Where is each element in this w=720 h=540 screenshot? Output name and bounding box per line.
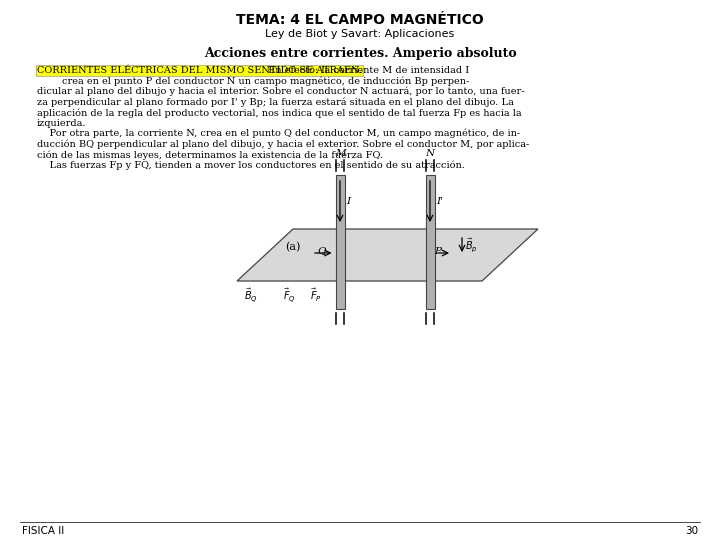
Text: $\vec{F}_Q$: $\vec{F}_Q$	[283, 287, 295, 306]
Text: (a): (a)	[285, 242, 300, 252]
Text: I: I	[346, 197, 350, 206]
Text: En efecto: la corriente M de intensidad I: En efecto: la corriente M de intensidad …	[265, 66, 469, 75]
Text: za perpendicular al plano formado por I' y Bp; la fuerza estará situada en el pl: za perpendicular al plano formado por I'…	[37, 98, 514, 107]
Text: Las fuerzas Fp y FQ, tienden a mover los conductores en el sentido de su atracci: Las fuerzas Fp y FQ, tienden a mover los…	[37, 160, 465, 170]
Text: dicular al plano del dibujo y hacia el interior. Sobre el conductor N actuará, p: dicular al plano del dibujo y hacia el i…	[37, 87, 524, 97]
Text: FISICA II: FISICA II	[22, 526, 64, 536]
Text: $\vec{B}_p$: $\vec{B}_p$	[465, 236, 478, 254]
Text: Por otra parte, la corriente N, crea en el punto Q del conductor M, un campo mag: Por otra parte, la corriente N, crea en …	[37, 129, 520, 138]
Text: $\vec{F}_P$: $\vec{F}_P$	[310, 287, 322, 304]
Text: ducción BQ perpendicular al plano del dibujo, y hacia el exterior. Sobre el cond: ducción BQ perpendicular al plano del di…	[37, 139, 529, 149]
Bar	[336, 175, 344, 309]
Bar	[426, 175, 434, 309]
Text: $\vec{B}_Q$: $\vec{B}_Q$	[244, 287, 258, 306]
Text: aplicación de la regla del producto vectorial, nos indica que el sentido de tal : aplicación de la regla del producto vect…	[37, 108, 521, 118]
Polygon shape	[237, 229, 538, 281]
Text: ción de las mismas leyes, determinamos la existencia de la fuerza FQ.: ción de las mismas leyes, determinamos l…	[37, 150, 383, 159]
Text: 30: 30	[685, 526, 698, 536]
Text: Ley de Biot y Savart: Aplicaciones: Ley de Biot y Savart: Aplicaciones	[266, 29, 454, 39]
Text: crea en el punto P del conductor N un campo magnético, de inducción Bp perpen-: crea en el punto P del conductor N un ca…	[37, 77, 469, 86]
Text: CORRIENTES ELÉCTRICAS DEL MISMO SENTIDO SE ATRAEN.: CORRIENTES ELÉCTRICAS DEL MISMO SENTIDO …	[37, 66, 362, 75]
Text: M: M	[335, 149, 346, 158]
Text: izquierda.: izquierda.	[37, 118, 86, 127]
Text: N: N	[426, 149, 435, 158]
Text: P: P	[434, 246, 441, 255]
Text: I': I'	[436, 197, 443, 206]
Text: Acciones entre corrientes. Amperio absoluto: Acciones entre corrientes. Amperio absol…	[204, 47, 516, 60]
Text: Q: Q	[318, 246, 326, 255]
Text: TEMA: 4 EL CAMPO MAGNÉTICO: TEMA: 4 EL CAMPO MAGNÉTICO	[236, 13, 484, 27]
